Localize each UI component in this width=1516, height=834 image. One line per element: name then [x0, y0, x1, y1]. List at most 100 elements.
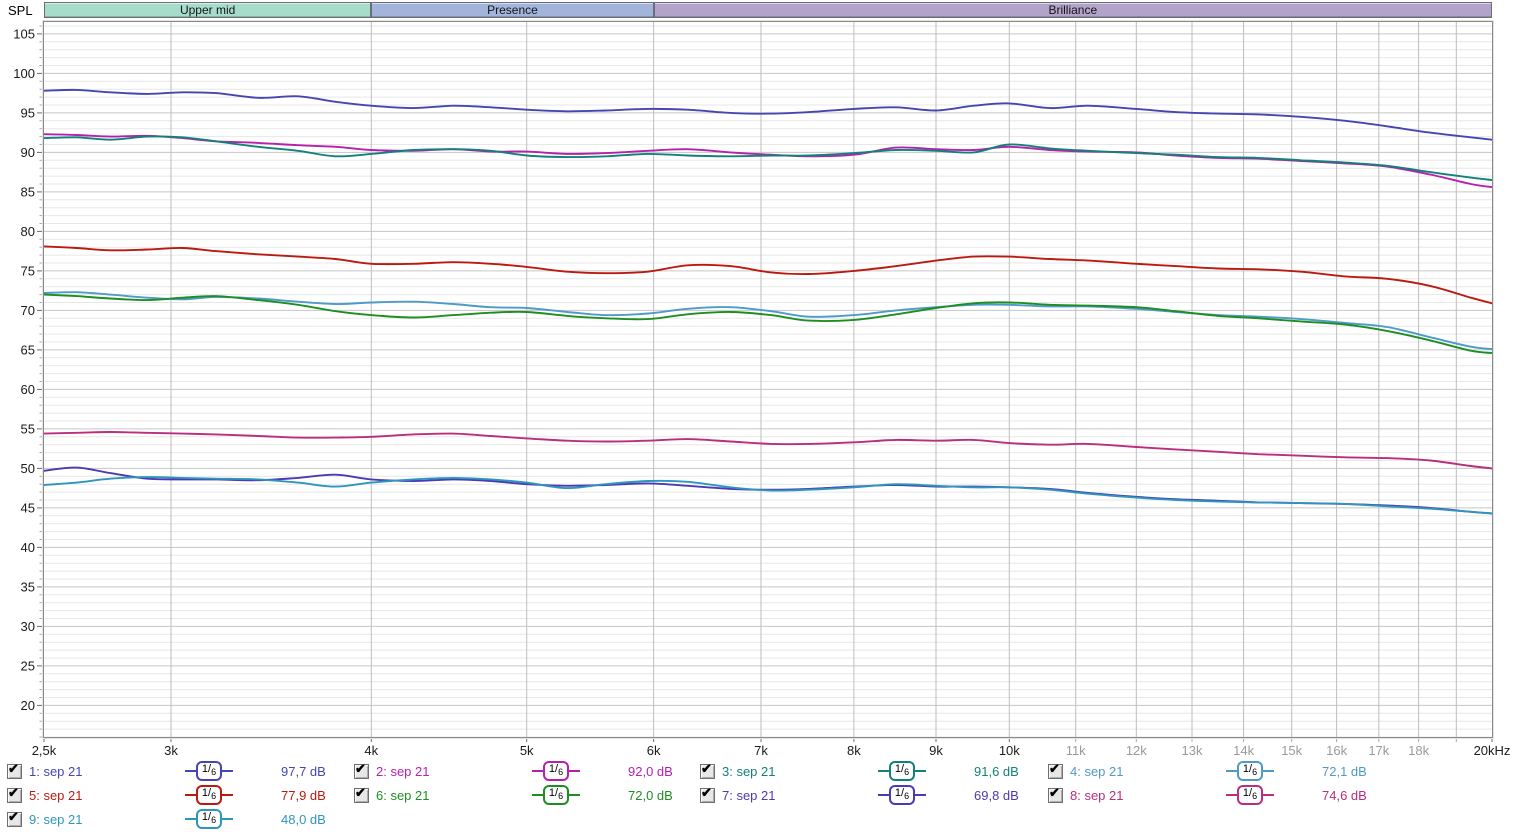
band-presence: Presence	[371, 2, 654, 18]
spl-curves-canvas[interactable]	[44, 22, 1492, 737]
spl-readout-value-3: 91,6 dB	[974, 763, 1019, 779]
curve-color-line-icon	[184, 794, 196, 796]
smoothing-badge-4[interactable]: 1/6	[1215, 760, 1285, 782]
measurement-checkbox-5[interactable]: ✔	[7, 785, 22, 803]
svg-text:5k: 5k	[520, 743, 534, 758]
spl-chart-plot-area[interactable]	[43, 21, 1493, 738]
measurement-label-6[interactable]: 6: sep 21	[376, 787, 430, 803]
measurement-checkbox-6[interactable]: ✔	[354, 784, 369, 803]
measurement-label-3[interactable]: 3: sep 21	[722, 763, 776, 779]
svg-text:50: 50	[21, 461, 35, 476]
legend-item-3: ✔ 3: sep 21 1/6 91,6 dB	[693, 759, 1041, 783]
measurement-label-5[interactable]: 5: sep 21	[29, 787, 83, 803]
svg-text:6k: 6k	[647, 743, 661, 758]
checkmark-icon: ✔	[1049, 760, 1060, 776]
smoothing-badge-3[interactable]: 1/6	[867, 760, 937, 782]
spl-readout-value-4: 72,1 dB	[1322, 763, 1367, 779]
svg-text:80: 80	[21, 224, 35, 239]
smoothing-fraction: 1/6	[1236, 760, 1264, 782]
smoothing-badge-7[interactable]: 1/6	[867, 784, 937, 806]
legend-item-9: ✔ 9: sep 21 1/6 48,0 dB	[0, 807, 347, 831]
svg-text:55: 55	[21, 421, 35, 436]
measurement-label-9[interactable]: 9: sep 21	[29, 811, 83, 827]
curve-color-line-icon	[1225, 794, 1237, 796]
measurement-checkbox-1[interactable]: ✔	[7, 761, 22, 779]
measurement-label-7[interactable]: 7: sep 21	[722, 787, 776, 803]
checkmark-icon: ✔	[355, 784, 366, 800]
smoothing-fraction: 1/6	[888, 784, 916, 806]
measurement-label-8[interactable]: 8: sep 21	[1070, 787, 1124, 803]
svg-text:45: 45	[21, 500, 35, 515]
svg-text:4k: 4k	[364, 743, 378, 758]
svg-text:13k: 13k	[1182, 743, 1203, 758]
legend-item-8: ✔ 8: sep 21 1/6 74,6 dB	[1041, 783, 1516, 807]
svg-text:20kHz: 20kHz	[1474, 743, 1511, 758]
checkmark-icon: ✔	[8, 808, 19, 824]
smoothing-fraction: 1/6	[888, 760, 916, 782]
svg-text:17k: 17k	[1368, 743, 1389, 758]
spl-readout-value-7: 69,8 dB	[974, 787, 1019, 803]
svg-text:95: 95	[21, 105, 35, 120]
band-upper-mid: Upper mid	[44, 2, 372, 18]
svg-text:100: 100	[13, 66, 35, 81]
spl-readout-value-5: 77,9 dB	[281, 787, 326, 803]
smoothing-badge-1[interactable]: 1/6	[174, 760, 244, 782]
curve-color-line-icon	[569, 794, 581, 796]
svg-text:12k: 12k	[1126, 743, 1147, 758]
svg-text:8k: 8k	[847, 743, 861, 758]
legend-item-2: ✔ 2: sep 21 1/6 92,0 dB	[347, 759, 693, 783]
measurement-checkbox-7[interactable]: ✔	[700, 784, 715, 803]
curve-color-line-icon	[569, 770, 581, 772]
svg-text:15k: 15k	[1281, 743, 1302, 758]
svg-text:25: 25	[21, 658, 35, 673]
curve-color-line-icon	[222, 818, 234, 820]
spl-readout-value-9: 48,0 dB	[281, 811, 326, 827]
measurement-legend: ✔ 1: sep 21 1/6 97,7 dB ✔ 2: sep 21 1/6 …	[0, 759, 1516, 831]
svg-text:60: 60	[21, 382, 35, 397]
measurement-label-2[interactable]: 2: sep 21	[376, 763, 430, 779]
smoothing-badge-2[interactable]: 1/6	[521, 760, 591, 782]
checkmark-icon: ✔	[1049, 784, 1060, 800]
spl-readout-value-8: 74,6 dB	[1322, 787, 1367, 803]
svg-text:16k: 16k	[1326, 743, 1347, 758]
svg-text:2,5k: 2,5k	[32, 743, 57, 758]
legend-item-5: ✔ 5: sep 21 1/6 77,9 dB	[0, 783, 347, 807]
smoothing-badge-5[interactable]: 1/6	[174, 784, 244, 806]
curve-color-line-icon	[222, 794, 234, 796]
svg-text:18k: 18k	[1408, 743, 1429, 758]
measurement-label-1[interactable]: 1: sep 21	[29, 763, 83, 779]
smoothing-badge-9[interactable]: 1/6	[174, 808, 244, 830]
measurement-checkbox-3[interactable]: ✔	[700, 761, 715, 779]
smoothing-badge-6[interactable]: 1/6	[521, 784, 591, 806]
svg-text:14k: 14k	[1233, 743, 1254, 758]
measurement-checkbox-4[interactable]: ✔	[1048, 760, 1063, 779]
measurement-label-4[interactable]: 4: sep 21	[1070, 763, 1124, 779]
curve-color-line-icon	[877, 794, 889, 796]
curve-1	[44, 88, 1492, 141]
legend-item-7: ✔ 7: sep 21 1/6 69,8 dB	[693, 783, 1041, 807]
measurement-checkbox-9[interactable]: ✔	[7, 808, 22, 827]
spl-readout-value-1: 97,7 dB	[281, 763, 326, 779]
smoothing-fraction: 1/6	[195, 784, 223, 806]
measurement-checkbox-2[interactable]: ✔	[354, 761, 369, 779]
measurement-checkbox-8[interactable]: ✔	[1048, 784, 1063, 803]
svg-text:3k: 3k	[164, 743, 178, 758]
curve-color-line-icon	[531, 794, 543, 796]
curve-color-line-icon	[877, 770, 889, 772]
curve-color-line-icon	[915, 794, 927, 796]
curve-color-line-icon	[1263, 794, 1275, 796]
svg-text:85: 85	[21, 184, 35, 199]
svg-text:10k: 10k	[999, 743, 1020, 758]
legend-item-4: ✔ 4: sep 21 1/6 72,1 dB	[1041, 759, 1516, 783]
svg-text:65: 65	[21, 342, 35, 357]
spl-readout-value-6: 72,0 dB	[628, 787, 673, 803]
curve-color-line-icon	[1225, 770, 1237, 772]
legend-item-6: ✔ 6: sep 21 1/6 72,0 dB	[347, 783, 693, 807]
curve-color-line-icon	[184, 818, 196, 820]
curve-3	[44, 135, 1492, 181]
smoothing-badge-8[interactable]: 1/6	[1215, 784, 1285, 806]
curve-color-line-icon	[222, 770, 234, 772]
band-brilliance: Brilliance	[653, 2, 1492, 18]
svg-text:70: 70	[21, 303, 35, 318]
checkmark-icon: ✔	[701, 784, 712, 800]
